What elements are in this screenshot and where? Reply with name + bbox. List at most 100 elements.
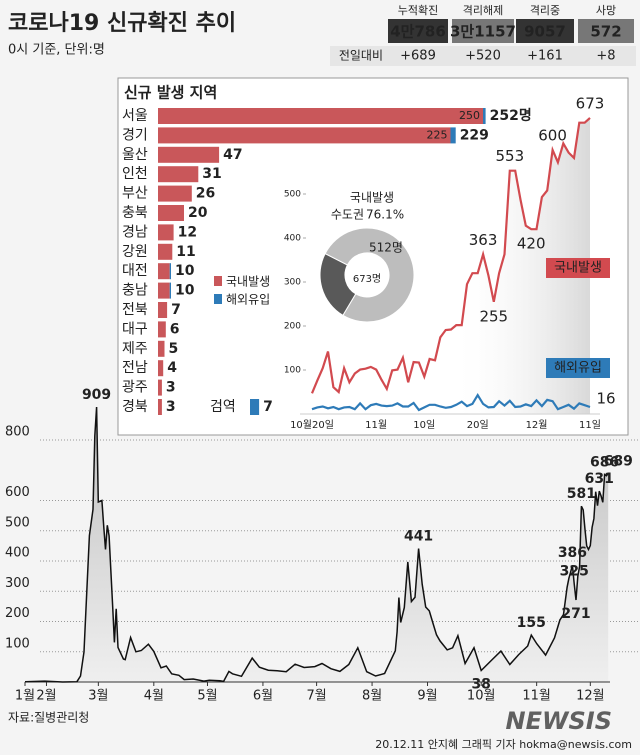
stat-change: +689 [400, 49, 436, 64]
title: 코로나19 신규확진 추이 [8, 11, 236, 36]
x-tick-label: 8월 [362, 689, 382, 704]
pie-slice [319, 252, 357, 317]
x-tick-label: 11월 [522, 689, 551, 704]
pie-percent: 76.1% [366, 208, 404, 222]
bar [450, 127, 456, 144]
bar [158, 205, 184, 221]
value-label: 16 [596, 389, 615, 407]
value-label: 38 [471, 677, 490, 693]
x-tick-label: 10월 [467, 689, 496, 704]
total-label: 7 [263, 399, 273, 415]
value-label: 553 [495, 147, 524, 165]
y-tick-label: 200 [5, 606, 30, 621]
legend-swatch [214, 294, 222, 304]
area [25, 407, 609, 682]
y-tick-label: 800 [5, 425, 30, 440]
stat-value: 4만786 [390, 23, 446, 41]
series-label: 국내발생 [554, 261, 602, 276]
line [24, 406, 609, 683]
bar [158, 108, 483, 124]
bar [158, 321, 166, 338]
x-tick-label: 10월20일 [290, 419, 334, 431]
x-tick-label: 12월 [576, 689, 605, 704]
category-label: 경북 [122, 399, 148, 415]
category-label: 광주 [122, 380, 148, 396]
bar [158, 166, 199, 183]
legend-swatch [214, 276, 222, 286]
total-label: 4 [167, 360, 177, 376]
stat-box [388, 19, 448, 43]
stat-change: +161 [527, 49, 563, 64]
bar [158, 146, 220, 163]
stat-value: 3만1157 [450, 23, 516, 41]
stat-header: 누적확진 [398, 4, 438, 17]
x-tick-label: 5월 [197, 689, 217, 704]
x-tick-label: 7월 [306, 689, 326, 704]
value-label: 155 [517, 615, 546, 631]
series-label: 해외유입 [554, 361, 602, 376]
stat-value: 9057 [524, 23, 566, 41]
pie-value-label: 512명 [369, 241, 403, 255]
category-label: 대전 [122, 263, 148, 279]
total-label: 3 [166, 399, 176, 415]
x-tick-label: 10일 [413, 419, 435, 431]
y-tick-label: 600 [5, 485, 30, 500]
category-label: 전북 [122, 302, 148, 318]
series-label-box [546, 258, 610, 278]
bar [158, 302, 168, 318]
value-label: 631 [585, 471, 614, 487]
value-label: 325 [560, 564, 589, 580]
y-tick-label: 100 [5, 636, 30, 651]
x-tick-label: 6월 [253, 689, 273, 704]
value-label: 673 [576, 94, 605, 112]
stat-box [452, 19, 514, 43]
pie-slice [324, 227, 415, 323]
inset-title: 신규 발생 지역 [124, 84, 217, 102]
total-label: 10 [175, 263, 195, 279]
total-label: 10 [175, 283, 195, 299]
bar-inner-label: 225 [427, 128, 448, 141]
total-label: 31 [202, 166, 221, 182]
value-label: 600 [538, 127, 567, 145]
total-label: 3 [166, 380, 176, 396]
total-label: 11 [176, 244, 195, 260]
bar [158, 263, 170, 280]
value-label: 686 [590, 454, 619, 470]
value-label: 581 [567, 486, 596, 502]
x-tick-label: 3월 [88, 689, 108, 704]
total-label: 7 [171, 302, 181, 318]
watermark: NEWSIS [506, 707, 612, 735]
bar [158, 127, 451, 144]
bar [169, 282, 171, 299]
bar [158, 282, 170, 299]
category-label: 충남 [122, 283, 148, 299]
stat-value: 572 [590, 23, 621, 41]
x-tick-label: 11일 [579, 419, 601, 431]
bar [158, 185, 192, 202]
category-label: 울산 [122, 147, 148, 163]
x-tick-label: 11월 [365, 419, 387, 431]
source: 자료:질병관리청 [8, 711, 89, 725]
total-label: 5 [169, 341, 179, 357]
bar [158, 360, 164, 377]
category-label: 부산 [122, 186, 148, 202]
stat-header: 격리해제 [463, 3, 503, 17]
y-tick-label: 300 [284, 278, 301, 288]
x-tick-label: 4월 [144, 689, 164, 704]
y-tick-label: 300 [5, 576, 30, 591]
series-label-box [546, 358, 610, 378]
total-label: 20 [188, 205, 208, 221]
category-label: 경남 [122, 224, 148, 240]
bar-inner-label: 250 [459, 109, 480, 122]
stat-change: +8 [596, 49, 615, 64]
x-tick-label: 2월 [36, 689, 56, 704]
bar [483, 108, 486, 124]
y-tick-label: 500 [5, 515, 30, 530]
stat-box [578, 19, 634, 43]
x-tick-label: 12월 [526, 419, 548, 431]
category-label: 대구 [122, 321, 148, 337]
category-label: 검역 [210, 399, 236, 415]
bar [169, 263, 171, 280]
x-tick-label: 1월 [15, 689, 35, 704]
value-label: 909 [82, 387, 111, 403]
